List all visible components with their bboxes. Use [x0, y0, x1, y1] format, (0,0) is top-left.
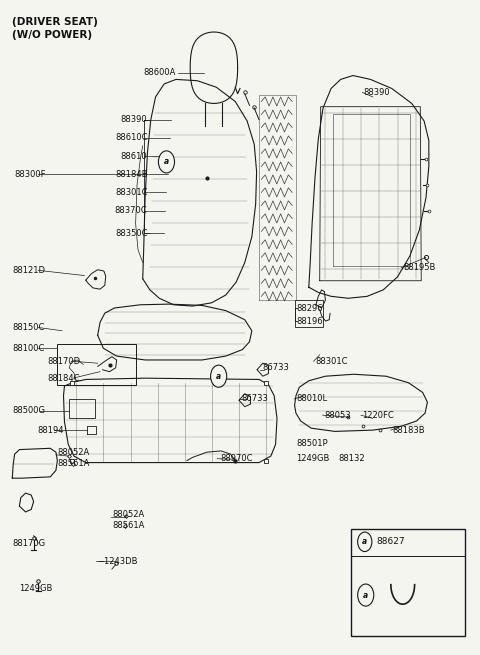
Text: 88132: 88132 [339, 454, 365, 463]
Text: 88195B: 88195B [404, 263, 436, 272]
Text: 88196: 88196 [296, 316, 323, 326]
Text: (DRIVER SEAT): (DRIVER SEAT) [12, 17, 98, 27]
Text: 88053: 88053 [324, 411, 351, 420]
Text: 88600A: 88600A [144, 68, 176, 77]
Text: 88300F: 88300F [14, 170, 46, 179]
Text: 88500G: 88500G [12, 406, 45, 415]
Circle shape [158, 151, 175, 173]
Text: 88390: 88390 [121, 115, 147, 124]
Text: 88170G: 88170G [12, 538, 46, 548]
Text: 86733: 86733 [263, 364, 289, 372]
Bar [69, 399, 96, 419]
Text: 88350C: 88350C [115, 229, 147, 238]
Text: 88561A: 88561A [57, 459, 90, 468]
Bar [351, 529, 466, 636]
Text: a: a [362, 537, 367, 546]
Text: 1220FC: 1220FC [362, 411, 394, 420]
Text: 88010L: 88010L [296, 394, 327, 403]
Text: 1249GB: 1249GB [296, 454, 329, 463]
Circle shape [358, 532, 372, 552]
Text: 88301C: 88301C [115, 188, 147, 197]
Text: 88561A: 88561A [113, 521, 145, 530]
Text: 86733: 86733 [241, 394, 268, 403]
Text: 88121D: 88121D [12, 266, 45, 275]
Text: a: a [363, 591, 368, 599]
Text: 88301C: 88301C [315, 357, 348, 365]
Text: 88184B: 88184B [115, 170, 147, 179]
Text: 88970C: 88970C [220, 454, 252, 463]
Text: 88194: 88194 [37, 426, 63, 435]
Text: (W/O POWER): (W/O POWER) [12, 30, 92, 40]
Text: 88610C: 88610C [115, 134, 147, 142]
Text: 88370C: 88370C [115, 206, 147, 215]
Bar [295, 300, 323, 328]
Text: 88390: 88390 [363, 88, 390, 97]
Text: 1249GB: 1249GB [19, 584, 53, 593]
Text: 88184C: 88184C [48, 373, 80, 383]
Text: 88150C: 88150C [12, 323, 45, 332]
Circle shape [358, 584, 374, 606]
Text: a: a [216, 371, 221, 381]
Text: −1243DB: −1243DB [96, 557, 137, 566]
Circle shape [211, 365, 227, 387]
Text: 88100C: 88100C [12, 344, 45, 353]
Text: 88052A: 88052A [113, 510, 145, 519]
Text: 88296: 88296 [296, 303, 323, 312]
Text: a: a [164, 157, 169, 166]
Text: 88170D: 88170D [48, 357, 81, 365]
Text: 88183B: 88183B [393, 426, 425, 435]
Text: 88052A: 88052A [57, 448, 90, 457]
Text: 88627: 88627 [376, 537, 405, 546]
Text: 88501P: 88501P [296, 439, 328, 447]
Bar [57, 345, 136, 384]
Text: 88610: 88610 [121, 151, 147, 160]
